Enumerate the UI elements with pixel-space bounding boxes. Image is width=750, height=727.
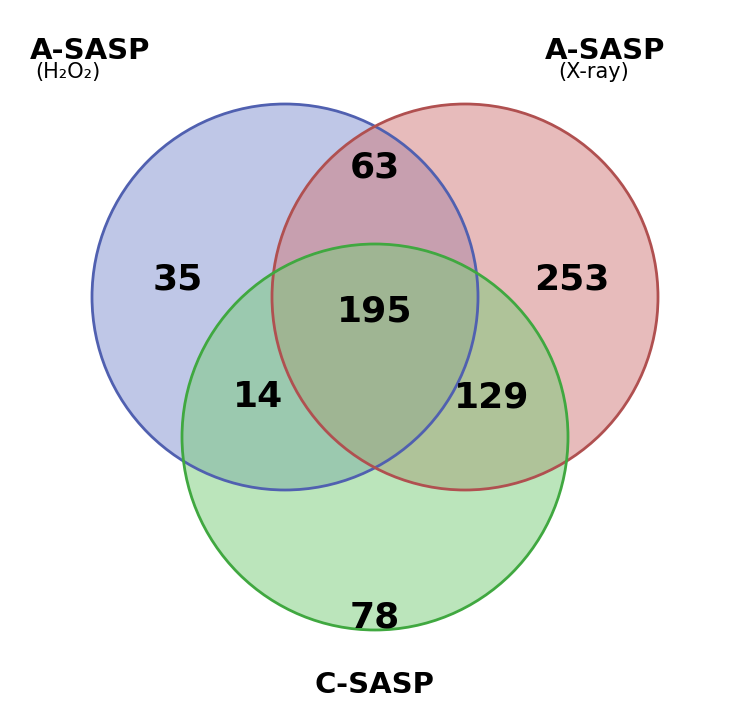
Text: 63: 63	[350, 150, 400, 184]
Text: (H₂O₂): (H₂O₂)	[35, 62, 100, 82]
Circle shape	[272, 104, 658, 490]
Text: 129: 129	[454, 380, 530, 414]
Text: 253: 253	[534, 262, 610, 296]
Circle shape	[182, 244, 568, 630]
Circle shape	[92, 104, 478, 490]
Text: 78: 78	[350, 600, 400, 634]
Text: A-SASP: A-SASP	[30, 37, 151, 65]
Text: 35: 35	[153, 262, 203, 296]
Text: A-SASP: A-SASP	[545, 37, 665, 65]
Text: C-SASP: C-SASP	[315, 671, 435, 699]
Text: 195: 195	[338, 295, 412, 329]
Text: 14: 14	[232, 380, 284, 414]
Text: (X-ray): (X-ray)	[558, 62, 628, 82]
